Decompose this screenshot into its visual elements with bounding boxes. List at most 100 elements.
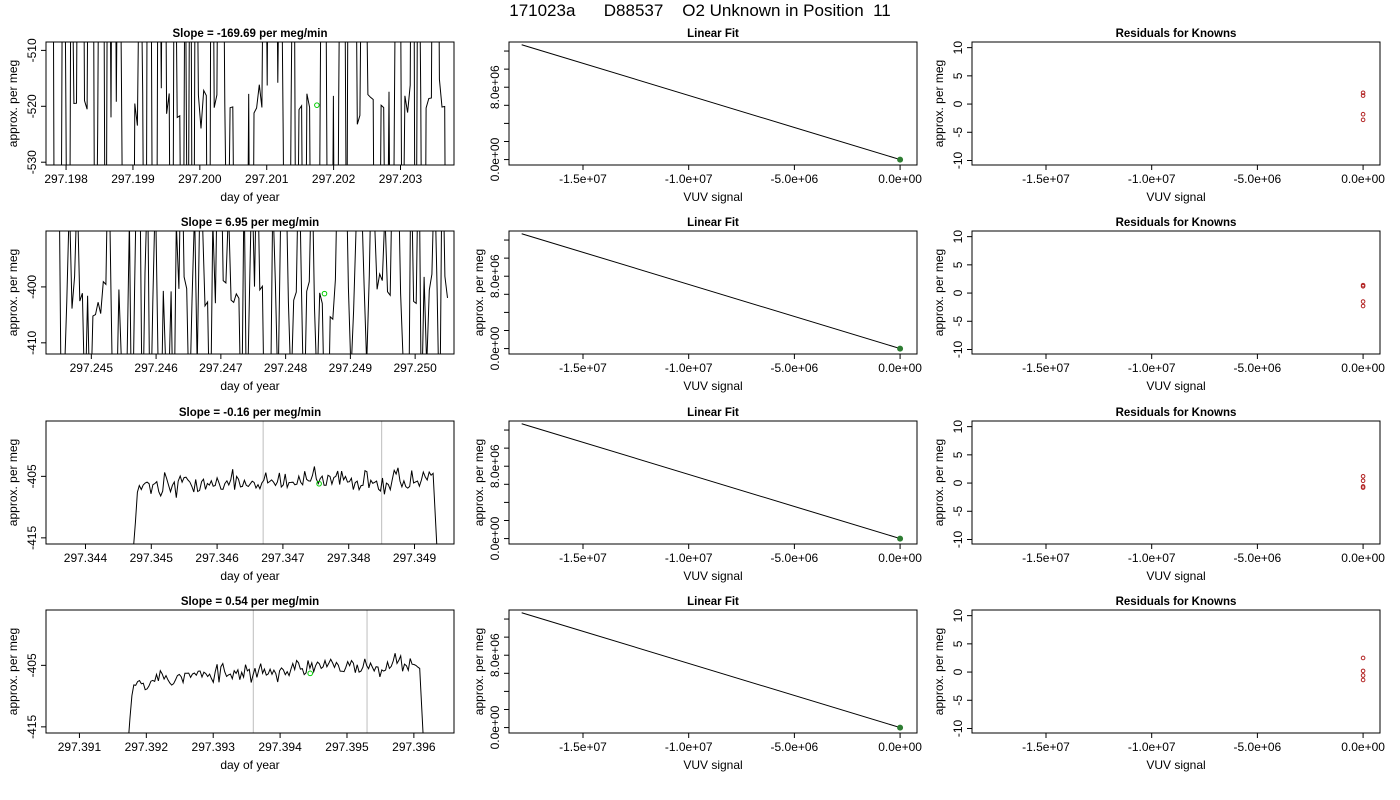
panel-title: Residuals for Knowns: [1116, 407, 1237, 419]
y-tick-label: -510: [25, 38, 39, 62]
plot-frame: [508, 41, 918, 166]
x-tick-label: -1.0e+07: [1128, 361, 1176, 375]
y-axis-label: approx. per meg: [932, 628, 946, 715]
residual-point: [1360, 478, 1366, 484]
y-tick-label: -10: [951, 151, 965, 169]
x-tick-label: 297.248: [264, 361, 308, 375]
panel-r1-linear_fit: Linear Fit VUV signal -1.5e+07 -1.0e+07 -5.0…: [488, 28, 922, 204]
panel-r2-residuals: Residuals for Knowns VUV signal approx. pe…: [932, 217, 1385, 393]
panel-title: Linear Fit: [687, 28, 739, 40]
x-tick-label: 0.0e+00: [1341, 551, 1385, 565]
plot-frame: [508, 420, 918, 545]
x-tick-label: -1.0e+07: [1128, 551, 1176, 565]
y-tick-label: -405: [25, 464, 39, 488]
plot-frame: [508, 609, 918, 734]
y-tick-label: 10: [951, 41, 965, 55]
x-tick-label: -1.0e+07: [1128, 740, 1176, 754]
y-axis-label: approx. per meg: [6, 439, 20, 526]
x-tick-label: -1.0e+07: [1128, 172, 1176, 186]
y-tick-label: -10: [951, 530, 965, 548]
y-tick-label: 0: [951, 289, 965, 296]
panel-title: Slope = 0.54 per meg/min: [181, 596, 319, 608]
y-axis-label: approx. per meg: [6, 249, 20, 336]
residual-point: [1360, 299, 1366, 304]
panel-r4-timeseries: Slope = 0.54 per meg/min day of year appro…: [6, 596, 455, 772]
residual-point: [1360, 117, 1366, 123]
x-tick-label: 297.349: [393, 551, 437, 565]
y-tick-label: 0: [951, 668, 965, 675]
residual-point: [1360, 655, 1366, 661]
x-tick-label: 297.250: [393, 361, 437, 375]
y-tick-label: 8.0e+06: [488, 65, 502, 109]
residual-point: [1360, 283, 1366, 289]
x-tick-label: -1.0e+07: [665, 172, 713, 186]
panel-r1-residuals: Residuals for Knowns VUV signal approx. pe…: [932, 28, 1385, 204]
x-tick-label: 297.395: [325, 740, 369, 754]
y-tick-label: 5: [951, 451, 965, 458]
panel-title: Residuals for Knowns: [1116, 596, 1237, 608]
y-tick-label: 8.0e+06: [488, 444, 502, 488]
y-tick-label: 5: [951, 640, 965, 647]
residual-point: [1360, 473, 1366, 479]
x-tick-label: -1.0e+07: [665, 361, 713, 375]
plot-area: [128, 610, 424, 733]
x-axis-label: VUV signal: [683, 379, 742, 393]
y-tick-label: -5: [951, 506, 965, 517]
plot-frame: [45, 41, 455, 166]
x-tick-label: 297.345: [130, 551, 174, 565]
x-axis-label: VUV signal: [1146, 569, 1205, 583]
sample-label: O2 Unknown in Position 11: [682, 1, 891, 20]
x-tick-label: 0.0e+00: [878, 361, 922, 375]
x-tick-label: -5.0e+06: [771, 740, 819, 754]
y-tick-label: 0.0e+00: [488, 326, 502, 370]
panel-r3-timeseries: Slope = -0.16 per meg/min day of year appr…: [6, 407, 455, 583]
x-axis-label: VUV signal: [683, 569, 742, 583]
x-tick-label: 297.347: [261, 551, 305, 565]
x-axis-label: day of year: [220, 190, 279, 204]
plot-frame: [971, 420, 1381, 545]
panel-title: Residuals for Knowns: [1116, 217, 1237, 229]
mean-point: [307, 670, 313, 677]
fit-point: [897, 535, 904, 542]
panel-title: Slope = -0.16 per meg/min: [179, 407, 321, 419]
y-tick-label: 0.0e+00: [488, 705, 502, 749]
y-tick-label: 0: [951, 479, 965, 486]
fit-line: [521, 423, 901, 540]
residual-point: [1360, 677, 1366, 683]
x-tick-label: -5.0e+06: [1234, 740, 1282, 754]
plot-frame: [45, 609, 455, 734]
y-axis-label: approx. per meg: [472, 628, 486, 715]
y-tick-label: -415: [25, 715, 39, 739]
panel-r2-timeseries: Slope = 6.95 per meg/min day of year appro…: [6, 217, 455, 393]
y-tick-label: -5: [951, 695, 965, 706]
y-tick-label: 5: [951, 261, 965, 268]
y-axis-label: approx. per meg: [6, 60, 20, 147]
x-tick-label: 297.246: [134, 361, 178, 375]
x-tick-label: 297.245: [70, 361, 114, 375]
fit-line: [521, 233, 901, 350]
panel-r3-linear_fit: Linear Fit VUV signal approx. per meg -1.5e…: [472, 407, 922, 583]
x-tick-label: 297.198: [44, 172, 88, 186]
x-tick-label: -1.5e+07: [1022, 551, 1070, 565]
y-tick-label: 8.0e+06: [488, 633, 502, 677]
x-tick-label: -5.0e+06: [771, 551, 819, 565]
panel-title: Linear Fit: [687, 596, 739, 608]
x-axis-label: VUV signal: [1146, 190, 1205, 204]
x-tick-label: 297.394: [258, 740, 302, 754]
y-tick-label: -405: [25, 653, 39, 677]
plot-frame: [508, 230, 918, 355]
plot-frame: [971, 609, 1381, 734]
x-tick-label: 0.0e+00: [878, 551, 922, 565]
fit-point: [897, 724, 904, 731]
plot-area: [521, 612, 901, 729]
x-tick-label: -1.5e+07: [1022, 361, 1070, 375]
x-tick-label: -5.0e+06: [771, 172, 819, 186]
x-tick-label: -1.0e+07: [665, 740, 713, 754]
x-tick-label: 297.203: [379, 172, 423, 186]
run-id: 171023a: [509, 1, 576, 20]
plot-frame: [45, 420, 455, 545]
plot-frame: [971, 41, 1381, 166]
x-tick-label: 297.199: [111, 172, 155, 186]
x-tick-label: -1.0e+07: [665, 551, 713, 565]
series-line: [53, 42, 446, 165]
